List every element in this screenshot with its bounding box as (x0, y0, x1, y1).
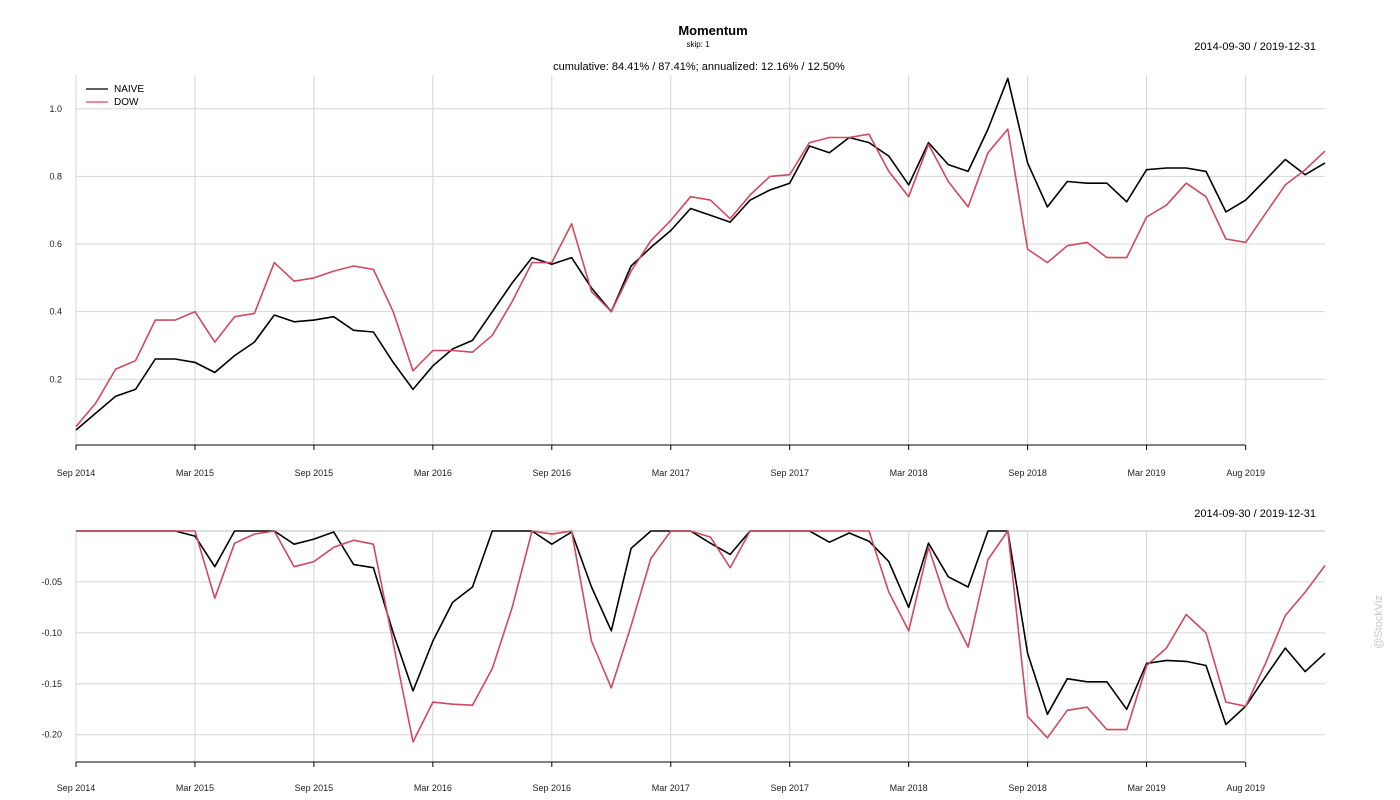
legend-label-naive: NAIVE (114, 84, 144, 95)
bottom-x-tick-label: Sep 2018 (1008, 783, 1047, 793)
bottom-series-line-naive (76, 530, 1326, 726)
top-y-tick-label: 0.2 (49, 374, 62, 384)
chart-stats: cumulative: 84.41% / 87.41%; annualized:… (553, 61, 845, 73)
bottom-gridlines (75, 530, 1325, 762)
bottom-series-lines (76, 530, 1326, 743)
top-y-tick-label: 0.4 (49, 307, 62, 317)
bottom-x-tick-label: Mar 2017 (652, 783, 690, 793)
top-x-tick-label: Mar 2019 (1128, 468, 1166, 478)
bottom-x-tick-label: Mar 2016 (414, 783, 452, 793)
bottom-x-tick-label: Sep 2016 (533, 783, 572, 793)
top-x-tick-label: Sep 2017 (770, 468, 809, 478)
top-x-tick-label: Aug 2019 (1226, 468, 1265, 478)
bottom-x-tick-label: Sep 2014 (57, 783, 96, 793)
bottom-x-tick-label: Aug 2019 (1226, 783, 1265, 793)
legend-label-dow: DOW (114, 97, 139, 108)
bottom-y-axis: -0.05 -0.10 -0.15 -0.20 (41, 577, 62, 740)
bottom-x-tick-label: Sep 2015 (295, 783, 334, 793)
bottom-series-line-dow (76, 530, 1326, 743)
bottom-y-tick-label: -0.20 (41, 730, 62, 740)
top-series-line-dow (75, 128, 1326, 428)
top-y-tick-label: 0.8 (49, 171, 62, 181)
top-y-axis: 0.2 0.4 0.6 0.8 1.0 (49, 104, 62, 384)
watermark: @StockViz (1373, 595, 1385, 649)
top-x-tick-label: Sep 2014 (57, 468, 96, 478)
top-x-tick-label: Sep 2016 (533, 468, 572, 478)
top-x-tick-label: Sep 2018 (1008, 468, 1047, 478)
top-y-tick-label: 0.6 (49, 239, 62, 249)
bottom-x-tick-label: Mar 2015 (176, 783, 214, 793)
top-gridlines (75, 75, 1325, 445)
bottom-x-tick-label: Mar 2019 (1128, 783, 1166, 793)
top-x-tick-label: Mar 2017 (652, 468, 690, 478)
top-x-tick-label: Mar 2015 (176, 468, 214, 478)
top-series-line-naive (75, 77, 1326, 431)
bottom-y-tick-label: -0.15 (41, 679, 62, 689)
chart-subtitle: skip: 1 (686, 40, 710, 49)
top-series-lines (75, 77, 1326, 431)
top-x-tick-label: Sep 2015 (295, 468, 334, 478)
top-x-tick-label: Mar 2018 (890, 468, 928, 478)
top-y-tick-label: 1.0 (49, 104, 62, 114)
bottom-x-tick-label: Mar 2018 (890, 783, 928, 793)
bottom-x-tick-label: Sep 2017 (770, 783, 809, 793)
bottom-y-tick-label: -0.05 (41, 577, 62, 587)
bottom-x-axis: Sep 2014 Mar 2015 Sep 2015 Mar 2016 Sep 2016… (57, 761, 1265, 793)
top-x-axis: Sep 2014 Mar 2015 Sep 2015 Mar 2016 Sep 2016… (57, 444, 1265, 478)
top-date-range: 2014-09-30 / 2019-12-31 (1194, 41, 1316, 53)
bottom-y-tick-label: -0.10 (41, 628, 62, 638)
chart-title: Momentum (678, 23, 747, 38)
top-x-tick-label: Mar 2016 (414, 468, 452, 478)
bottom-date-range: 2014-09-30 / 2019-12-31 (1194, 508, 1316, 520)
legend: NAIVE DOW (86, 84, 144, 108)
